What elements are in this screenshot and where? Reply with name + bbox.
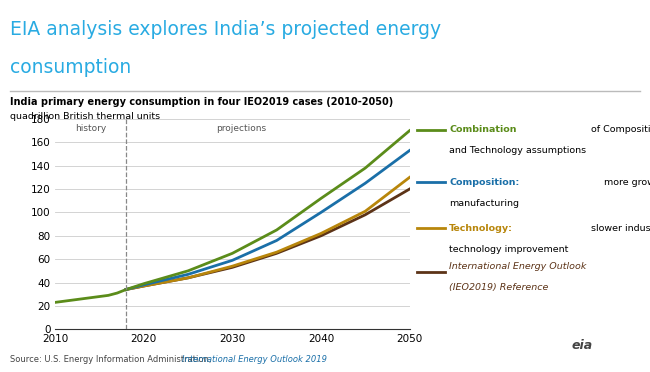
Text: Combination: Combination xyxy=(449,125,517,134)
Text: technology improvement: technology improvement xyxy=(449,245,569,254)
Text: projections: projections xyxy=(216,124,266,133)
Text: history: history xyxy=(75,124,107,133)
Text: India primary energy consumption in four IEO2019 cases (2010-2050): India primary energy consumption in four… xyxy=(10,97,393,107)
Text: International Energy Outlook: International Energy Outlook xyxy=(449,262,587,271)
Text: (IEO2019) Reference: (IEO2019) Reference xyxy=(449,283,549,292)
Text: slower industrial: slower industrial xyxy=(592,224,650,233)
Text: Source: U.S. Energy Information Administration,: Source: U.S. Energy Information Administ… xyxy=(10,355,211,364)
Text: Composition:: Composition: xyxy=(449,177,519,187)
Text: consumption: consumption xyxy=(10,58,131,77)
Text: quadrillion British thermal units: quadrillion British thermal units xyxy=(10,112,160,121)
Text: EIA analysis explores India’s projected energy: EIA analysis explores India’s projected … xyxy=(10,20,441,39)
Text: eia: eia xyxy=(571,339,592,352)
Text: Technology:: Technology: xyxy=(449,224,514,233)
Text: more growth in: more growth in xyxy=(604,177,650,187)
Text: and Technology assumptions: and Technology assumptions xyxy=(449,146,586,155)
Text: manufacturing: manufacturing xyxy=(449,199,519,208)
Text: International Energy Outlook 2019: International Energy Outlook 2019 xyxy=(182,355,327,364)
Text: of Composition: of Composition xyxy=(592,125,650,134)
